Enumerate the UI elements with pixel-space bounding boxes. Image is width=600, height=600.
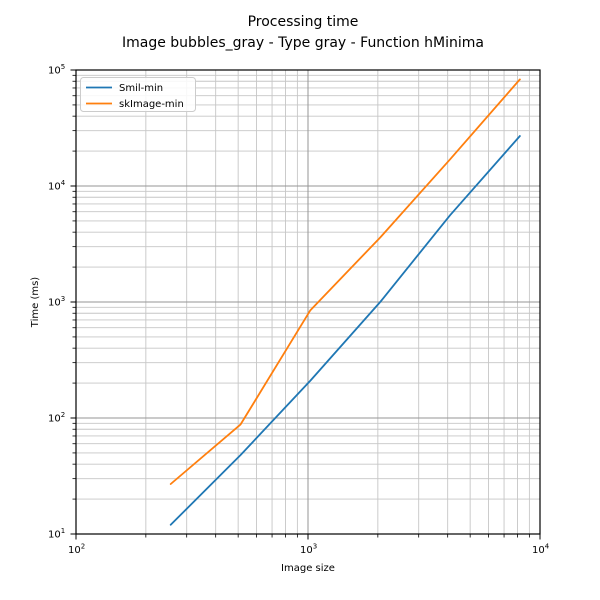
x-tick-label-10e3: 103 xyxy=(300,543,317,557)
legend-label-smil: Smil-min xyxy=(119,83,163,94)
x-tick-label-10e4: 104 xyxy=(532,543,550,557)
x-tick-label-10e2: 102 xyxy=(68,543,85,557)
chart-title-line2: Image bubbles_gray - Type gray - Functio… xyxy=(122,35,484,51)
chart-title-line1: Processing time xyxy=(248,14,359,30)
y-axis-label: Time (ms) xyxy=(30,277,41,329)
x-axis-label: Image size xyxy=(281,563,335,574)
y-tick-label-10e3: 103 xyxy=(48,295,65,309)
y-tick-label-10e1: 101 xyxy=(48,527,65,541)
y-tick-label-10e4: 104 xyxy=(48,179,66,193)
y-tick-label-10e2: 102 xyxy=(48,411,65,425)
data-series-lines xyxy=(169,78,521,526)
y-tick-label-10e5: 105 xyxy=(48,63,65,77)
legend-label-skimage: skImage-min xyxy=(119,99,184,110)
series-line-smil-min xyxy=(169,135,521,526)
legend: Smil-min skImage-min xyxy=(80,77,196,112)
axis-ticks xyxy=(70,69,541,540)
series-line-skimage-min xyxy=(169,78,521,485)
